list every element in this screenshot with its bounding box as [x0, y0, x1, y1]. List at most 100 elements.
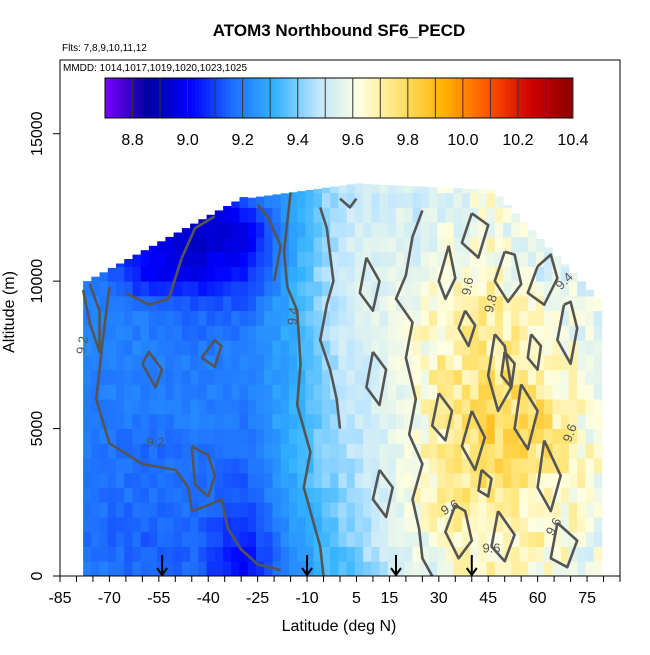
- contour-line: [460, 410, 487, 472]
- y-tick-label: 0: [29, 571, 46, 580]
- heatmap-cell: [107, 267, 117, 282]
- heatmap-cell: [313, 443, 323, 459]
- heatmap-cell: [552, 255, 562, 267]
- heatmap-cell: [190, 354, 199, 371]
- heatmap-cell: [346, 354, 356, 371]
- heatmap-cell: [107, 458, 117, 474]
- heatmap-cell: [346, 310, 356, 326]
- heatmap-cell: [404, 186, 413, 194]
- heatmap-cell: [470, 561, 479, 576]
- heatmap-cell: [231, 428, 240, 444]
- colorbar-swatch: [186, 78, 192, 118]
- colorbar-swatch: [397, 78, 402, 118]
- colorbar-swatch: [264, 78, 270, 118]
- heatmap-cell: [519, 546, 529, 562]
- heatmap-cell: [346, 413, 356, 429]
- heatmap-cell: [577, 561, 586, 576]
- heatmap-cell: [132, 281, 142, 297]
- heatmap-cell: [354, 251, 364, 267]
- contour-line: [430, 392, 454, 442]
- heatmap-cell: [223, 266, 232, 282]
- heatmap-cell: [363, 184, 372, 194]
- heatmap-cell: [239, 531, 249, 547]
- heatmap-cell: [165, 517, 175, 533]
- heatmap-cell: [272, 487, 282, 503]
- heatmap-cell: [503, 266, 512, 282]
- heatmap-cell: [387, 222, 397, 238]
- x-tick-label: -55: [147, 590, 170, 607]
- heatmap-cell: [396, 236, 405, 253]
- heatmap-cell: [338, 399, 348, 415]
- heatmap-cell: [536, 502, 545, 518]
- heatmap-cell: [544, 310, 553, 326]
- heatmap-cell: [272, 546, 282, 562]
- heatmap-cell: [264, 413, 273, 429]
- x-tick-label: -85: [48, 590, 71, 607]
- heatmap-cell: [494, 384, 504, 400]
- heatmap-cell: [157, 546, 166, 562]
- heatmap-cell: [313, 428, 323, 444]
- heatmap-cell: [412, 458, 422, 474]
- heatmap-cell: [428, 428, 438, 444]
- heatmap-cell: [363, 428, 372, 444]
- heatmap-cell: [280, 487, 290, 503]
- heatmap-cell: [272, 222, 282, 238]
- heatmap-cell: [83, 531, 92, 547]
- heatmap-cell: [511, 310, 520, 326]
- heatmap-cell: [519, 458, 529, 474]
- heatmap-cell: [107, 399, 117, 415]
- colorbar-swatch: [463, 78, 469, 118]
- heatmap-cell: [297, 458, 306, 474]
- colorbar-swatch: [362, 78, 367, 118]
- colorbar-swatch: [569, 78, 574, 118]
- heatmap-cell: [363, 561, 372, 576]
- heatmap-cell: [486, 222, 496, 238]
- heatmap-cell: [527, 251, 537, 267]
- heatmap-cell: [461, 531, 471, 547]
- heatmap-cell: [560, 458, 570, 474]
- heatmap-cell: [494, 487, 504, 503]
- heatmap-cell: [470, 443, 479, 459]
- heatmap-cell: [503, 369, 512, 385]
- heatmap-cell: [478, 517, 488, 533]
- heatmap-cell: [321, 354, 331, 371]
- heatmap-cell: [148, 502, 158, 518]
- heatmap-cell: [338, 369, 348, 385]
- heatmap-cell: [330, 354, 339, 371]
- colorbar-swatch: [194, 78, 199, 118]
- heatmap-cell: [519, 502, 529, 518]
- heatmap-cell: [288, 207, 298, 223]
- heatmap-cell: [321, 428, 331, 444]
- heatmap-cell: [503, 472, 512, 488]
- heatmap-cell: [428, 517, 438, 533]
- heatmap-cell: [198, 295, 208, 312]
- heatmap-cell: [568, 384, 578, 400]
- heatmap-cell: [379, 251, 389, 267]
- heatmap-cell: [223, 222, 232, 238]
- heatmap-cell: [313, 251, 323, 267]
- heatmap-cell: [544, 325, 553, 341]
- colorbar-swatch: [428, 78, 433, 118]
- heatmap-cell: [264, 458, 273, 474]
- heatmap-cell: [445, 561, 455, 576]
- heatmap-cell: [453, 340, 463, 356]
- colorbar-swatch: [183, 78, 188, 118]
- heatmap-cell: [165, 546, 175, 562]
- heatmap-cell: [264, 487, 273, 503]
- heatmap-cell: [264, 295, 273, 312]
- heatmap-cell: [124, 472, 133, 488]
- heatmap-cell: [132, 531, 142, 547]
- heatmap-cell: [198, 384, 208, 400]
- heatmap-cell: [461, 458, 471, 474]
- heatmap-cell: [593, 531, 603, 547]
- heatmap-cell: [478, 192, 488, 208]
- heatmap-cell: [288, 413, 298, 429]
- heatmap-cell: [288, 517, 298, 533]
- heatmap-cell: [313, 192, 323, 208]
- heatmap-cell: [396, 340, 405, 356]
- heatmap-cell: [552, 472, 562, 488]
- heatmap-cell: [371, 340, 380, 356]
- heatmap-cell: [239, 354, 249, 371]
- heatmap-cell: [445, 428, 455, 444]
- heatmap-cell: [420, 546, 430, 562]
